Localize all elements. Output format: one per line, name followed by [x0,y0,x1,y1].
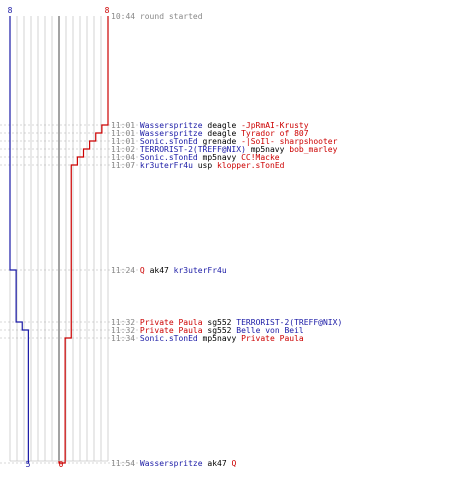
event-row: 11:34 Sonic.sTonEd mp5navy Private Paula [111,334,304,343]
red-end-score: 0 [59,460,64,469]
event-killer: Q [140,266,145,275]
event-victim: TERRORIST-2(TREFF@NIX) [236,318,342,327]
event-killer: Sonic.sTonEd [140,153,198,162]
event-weapon: deagle [207,121,236,130]
event-killer: Wasserspritze [140,459,203,468]
event-killer: Wasserspritze [140,121,203,130]
event-killer: Private Paula [140,318,203,327]
event-weapon: ak47 [207,459,226,468]
event-victim: Tyrador of 807 [241,129,309,138]
event-victim: Belle von Beil [236,326,304,335]
event-weapon: sg552 [207,326,231,335]
event-victim: bob_marley [289,145,337,154]
event-time: 11:32 [111,318,135,327]
event-victim: -JpRmAI-Krusty [241,121,309,130]
event-killer: Sonic.sTonEd [140,334,198,343]
event-time: 11:01 [111,137,135,146]
event-victim: -|SoIl- sharpshooter [241,137,338,146]
event-time: 11:34 [111,334,135,343]
event-row: 11:04 Sonic.sTonEd mp5navy CC!Macke [111,153,280,162]
event-row: 11:54 Wasserspritze ak47 Q [111,459,236,468]
event-row: 11:24 Q ak47 kr3uterFr4u [111,266,227,275]
event-row: 11:01 Wasserspritze deagle -JpRmAI-Krust… [111,121,309,130]
event-victim: klopper.sTonEd [217,161,285,170]
red-start-score: 8 [105,6,110,15]
event-killer: TERRORIST-2(TREFF@NIX) [140,145,246,154]
red-alive-line [58,16,109,464]
blue-alive-line [9,16,29,463]
event-killer: kr3uterFr4u [140,161,193,170]
event-row: 11:07 kr3uterFr4u usp klopper.sTonEd [111,161,285,170]
event-row: 10:44 round started [111,12,203,21]
event-time: 11:02 [111,145,135,154]
event-row: 11:01 Sonic.sTonEd grenade -|SoIl- sharp… [111,137,338,146]
event-victim: CC!Macke [241,153,280,162]
event-row: 11:01 Wasserspritze deagle Tyrador of 80… [111,129,309,138]
event-row: 11:02 TERRORIST-2(TREFF@NIX) mp5navy bob… [111,145,338,154]
player-grid [9,16,109,462]
event-row: 11:32 Private Paula sg552 Belle von Beil [111,326,304,335]
event-row: 11:32 Private Paula sg552 TERRORIST-2(TR… [111,318,342,327]
event-weapon: grenade [203,137,237,146]
event-victim: kr3uterFr4u [174,266,227,275]
event-weapon: ak47 [150,266,169,275]
event-killer: Wasserspritze [140,129,203,138]
event-time: 11:04 [111,153,135,162]
blue-end-score: 5 [26,460,31,469]
event-weapon: mp5navy [203,153,237,162]
event-time: 11:54 [111,459,135,468]
event-time: 11:01 [111,121,135,130]
event-weapon: deagle [207,129,236,138]
event-time: 11:32 [111,326,135,335]
alive-lines [9,16,109,464]
event-weapon: usp [198,161,213,170]
event-time: 11:01 [111,129,135,138]
blue-start-score: 8 [8,6,13,15]
event-guides [0,124,140,464]
event-weapon: sg552 [207,318,231,327]
event-time: 11:07 [111,161,135,170]
event-killer: Private Paula [140,326,203,335]
event-time: 10:44 [111,12,135,21]
event-victim: Private Paula [241,334,304,343]
event-weapon: mp5navy [203,334,237,343]
event-log: 10:44 round started 11:01 Wasserspritze … [111,12,342,468]
event-weapon: round started [140,12,203,21]
event-weapon: mp5navy [251,145,285,154]
event-time: 11:24 [111,266,135,275]
event-victim: Q [231,459,236,468]
event-killer: Sonic.sTonEd [140,137,198,146]
